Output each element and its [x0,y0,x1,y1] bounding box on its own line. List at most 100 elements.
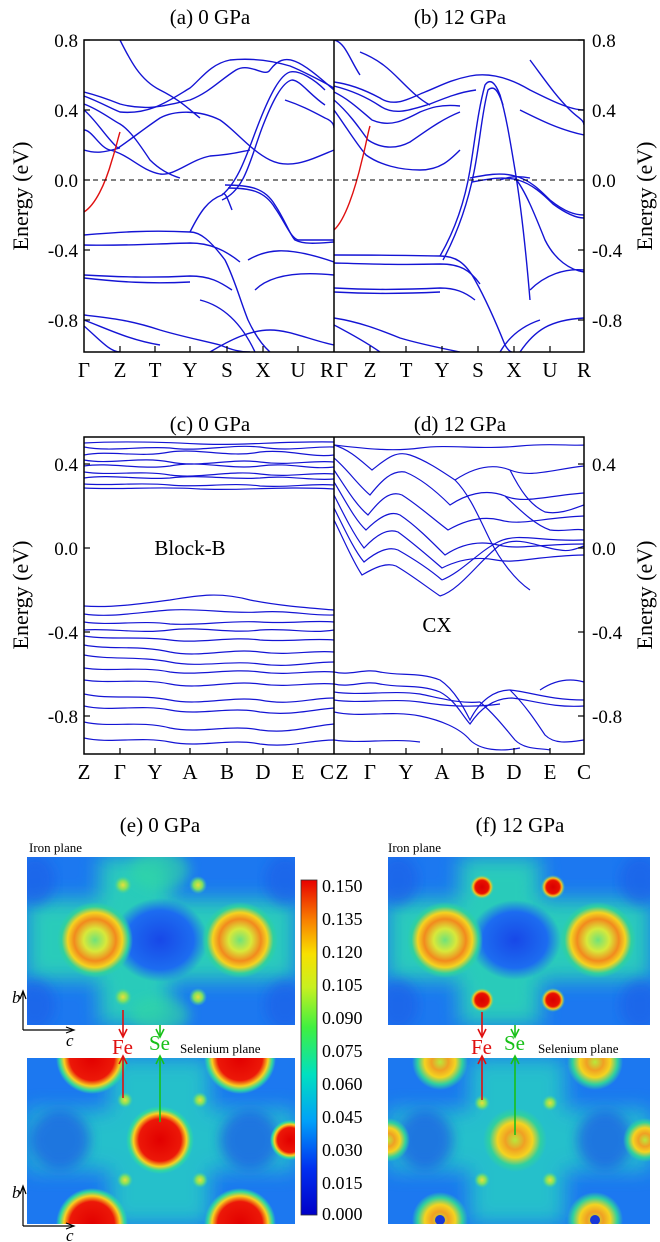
kpoint-label: Γ [336,358,348,382]
top-ticks [84,39,584,352]
axis-label-c: c [66,1031,74,1050]
ytick-label: -0.4 [48,623,79,644]
kpoint-label: S [472,358,484,382]
kpoint-label: Γ [114,760,126,784]
colorbar-tick-label: 0.075 [322,1041,363,1061]
colorbar-tick-label: 0.000 [322,1204,363,1224]
middle-left-ylabel: Energy (eV) [8,541,33,650]
axis-indicator-e-top [19,989,76,1034]
map-e-iron-plane [27,857,295,1025]
ytick-label: -0.8 [48,311,78,332]
panel-b-highlight-band [334,125,371,231]
kpoint-label: B [471,760,485,784]
kpoint-label: A [182,760,198,784]
kpoint-label: Y [398,760,413,784]
top-left-ylabel: Energy (eV) [8,142,33,251]
map-f-selenium-plane [388,1058,650,1224]
ytick-label: 0.4 [54,455,78,476]
kpoint-label: Γ [364,760,376,784]
top-left-yticks: 0.8 0.4 0.0 -0.4 -0.8 [48,31,79,332]
map-f-iron-plane [388,857,650,1025]
kpoint-label: Z [364,358,377,382]
kpoint-label: U [290,358,305,382]
panel-c-inner-label: Block-B [154,536,225,560]
panel-a-bands [84,40,334,352]
ytick-label: 0.0 [592,539,616,560]
ytick-label: 0.0 [54,539,78,560]
top-frames [83,39,585,353]
middle-right-ylabel: Energy (eV) [632,541,657,650]
kpoint-label: X [506,358,521,382]
colorbar-tick-label: 0.030 [322,1140,363,1160]
kpoint-label: B [220,760,234,784]
ytick-label: 0.4 [54,101,78,122]
ytick-label: -0.8 [592,707,622,728]
axis-label-b: b [12,988,21,1007]
colorbar-tick-label: 0.015 [322,1173,363,1193]
map-f-iron-plane-label: Iron plane [388,840,441,855]
axis-indicator-e-bottom [19,1184,76,1230]
kpoint-label: Z [78,760,91,784]
middle-left-yticks: 0.4 0.0 -0.4 -0.8 [48,455,79,728]
top-kpoint-labels: Γ Z T Y S X U R Γ Z T Y S X U R [78,358,591,382]
kpoint-label: Y [182,358,197,382]
kpoint-label: T [400,358,413,382]
ytick-label: 0.8 [54,31,78,52]
map-e-selenium-plane [27,1058,295,1224]
colorbar-tick-label: 0.150 [322,876,363,896]
panel-c-title: (c) 0 GPa [170,412,251,436]
colorbar-tick-label: 0.060 [322,1074,363,1094]
middle-frames [83,436,585,755]
ytick-label: 0.0 [54,171,78,192]
panel-a-title: (a) 0 GPa [170,5,251,29]
ytick-label: -0.4 [48,241,79,262]
axis-label-c: c [66,1226,74,1242]
kpoint-label: D [255,760,270,784]
map-f-selenium-plane-label: Selenium plane [538,1041,619,1056]
kpoint-label: Y [434,358,449,382]
middle-right-yticks: 0.4 0.0 -0.4 -0.8 [592,455,623,728]
kpoint-label: R [577,358,591,382]
colorbar-ticks: 0.150 0.135 0.120 0.105 0.090 0.075 0.06… [322,876,363,1224]
panel-a-highlight-band [84,131,121,213]
ytick-label: 0.4 [592,101,616,122]
panel-d-bands [334,444,584,751]
kpoint-label: C [577,760,591,784]
arrow-markers [118,1010,520,1135]
ytick-label: 0.4 [592,455,616,476]
ytick-label: 0.0 [592,171,616,192]
colorbar-tick-label: 0.105 [322,975,363,995]
panel-e-title: (e) 0 GPa [120,813,201,837]
fe-label-f: Fe [471,1035,492,1059]
kpoint-label: C [320,760,334,784]
kpoint-label: D [506,760,521,784]
map-e-selenium-plane-label: Selenium plane [180,1041,261,1056]
ytick-label: -0.8 [48,707,78,728]
panel-d-title: (d) 12 GPa [414,412,507,436]
kpoint-label: Z [336,760,349,784]
panel-b-bands [334,40,584,352]
colorbar-tick-label: 0.045 [322,1107,363,1127]
kpoint-label: A [434,760,450,784]
se-label-f: Se [504,1031,525,1055]
middle-kpoint-labels: Z Γ Y A B D E C Z Γ Y A B D E C [78,760,591,784]
colorbar [300,879,318,1216]
kpoint-label: R [320,358,334,382]
kpoint-label: U [542,358,557,382]
kpoint-label: T [149,358,162,382]
colorbar-tick-label: 0.120 [322,942,363,962]
kpoint-label: E [544,760,557,784]
panel-c-bands [84,441,334,746]
map-e-iron-plane-label: Iron plane [29,840,82,855]
kpoint-label: S [221,358,233,382]
kpoint-label: X [255,358,270,382]
kpoint-label: Z [114,358,127,382]
se-label-e: Se [149,1031,170,1055]
ytick-label: 0.8 [592,31,616,52]
kpoint-label: E [292,760,305,784]
ytick-label: -0.8 [592,311,622,332]
kpoint-label: Y [147,760,162,784]
axis-label-b: b [12,1183,21,1202]
panel-d-inner-label: CX [422,613,451,637]
